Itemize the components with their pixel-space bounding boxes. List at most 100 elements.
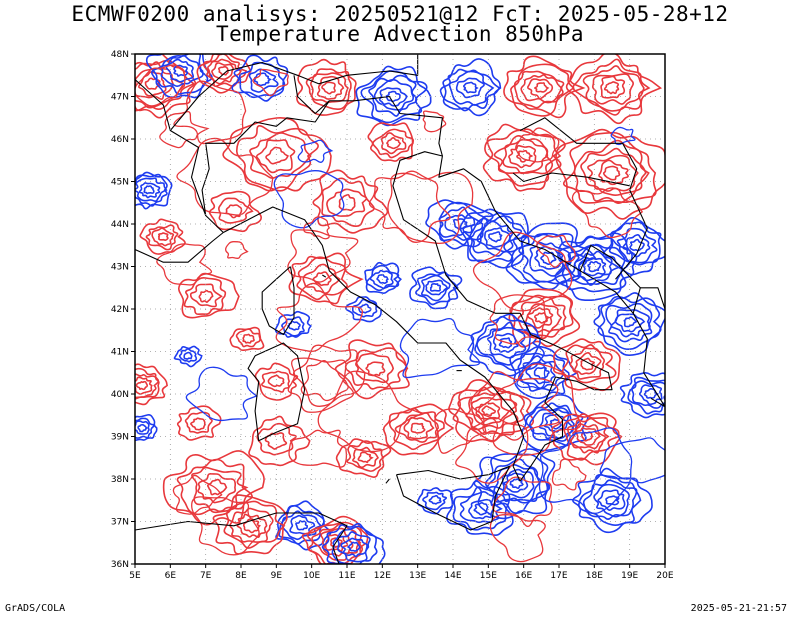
contour-line [510,233,590,285]
contour-line [578,474,642,526]
contour-line [382,403,455,456]
y-tick-label: 36N [111,560,129,570]
contour-line [151,227,175,247]
y-tick-label: 47N [111,93,129,103]
contour-line [368,170,451,243]
contour-line [629,238,645,252]
contour-line [425,279,449,296]
x-tick-label: 14E [444,571,461,581]
contour-line [489,294,548,345]
contour-line [627,376,665,415]
contour-line [135,171,173,210]
contour-line [249,132,312,179]
contour-line [143,185,155,195]
contour-line [403,416,435,440]
contour-line [135,373,160,399]
contour-line [157,232,169,241]
x-tick-label: 16E [515,571,532,581]
contour-line [593,292,665,357]
y-tick-label: 43N [111,263,129,273]
x-tick-label: 12E [374,571,391,581]
contour-line [434,408,487,454]
coastline [223,206,525,482]
contour-line [207,58,243,85]
contour-line [235,328,261,348]
contour-line [321,177,375,228]
contour-line [602,165,621,181]
contour-line [173,64,189,77]
coastline [201,95,443,233]
contour-line [345,296,382,323]
contour-line [517,352,570,392]
y-tick-label: 41N [111,348,129,358]
y-tick-label: 42N [111,305,129,315]
contour-line [135,417,155,439]
contour-line [138,182,161,199]
contour-line [178,272,240,319]
contour-line [455,416,529,484]
contour-line [573,352,602,376]
contour-line [255,139,296,174]
contour-line [297,139,334,163]
contour-line [178,348,198,363]
contour-line [501,468,535,499]
contour-line [386,136,402,150]
coastline [579,244,641,314]
x-tick-label: 10E [303,571,320,581]
contour-line [176,405,222,441]
x-tick-label: 15E [480,571,497,581]
contour-line [137,423,149,433]
credit-label: GrADS/COLA [5,603,66,614]
contour-line [473,502,489,516]
contour-line [515,127,560,163]
contour-line [351,298,378,318]
y-tick-label: 44N [111,220,129,230]
coastline [293,75,330,115]
contour-line [566,244,623,286]
contour-line [605,302,653,343]
contour-line [509,345,579,400]
contour-line [422,491,448,511]
contour-line [524,303,563,333]
contour-line [296,58,357,116]
contour-line [256,422,297,456]
contour-line [493,134,554,175]
contour-line [498,337,513,349]
contour-line [189,283,223,308]
contour-line [275,500,332,551]
y-axis-ticks: 36N 37N 38N 39N 40N 41N 42N 43N 44N 45N 46N 47N 48N [111,50,135,570]
contour-line [231,54,289,102]
contour-line [156,243,213,286]
contour-line [502,138,549,175]
contour-line [135,413,158,441]
contour-line [225,204,243,219]
coastline [650,397,665,408]
contour-line [580,357,595,371]
contour-line [135,367,160,400]
x-tick-label: 9E [271,571,283,581]
contour-line [145,54,213,99]
contour-line [190,417,206,431]
contour-line [469,313,545,377]
y-tick-label: 40N [111,390,129,400]
contour-line [301,515,369,564]
contour-line [582,479,638,520]
contour-line [438,206,484,241]
contour-line [570,423,607,450]
x-tick-label: 5E [129,571,141,581]
contour-line [326,188,368,217]
contour-line [468,498,495,520]
contour-line [428,494,442,505]
contour-line [135,173,168,207]
contour-line [622,234,651,258]
contour-line [444,214,476,236]
contour-line [191,466,249,514]
contour-line [211,62,234,80]
contour-line [492,476,553,528]
contour-line [446,480,514,536]
graticule [135,54,665,564]
contour-line [481,405,497,417]
contour-line [536,234,576,268]
contour-line [638,384,663,406]
contour-line [540,251,557,266]
